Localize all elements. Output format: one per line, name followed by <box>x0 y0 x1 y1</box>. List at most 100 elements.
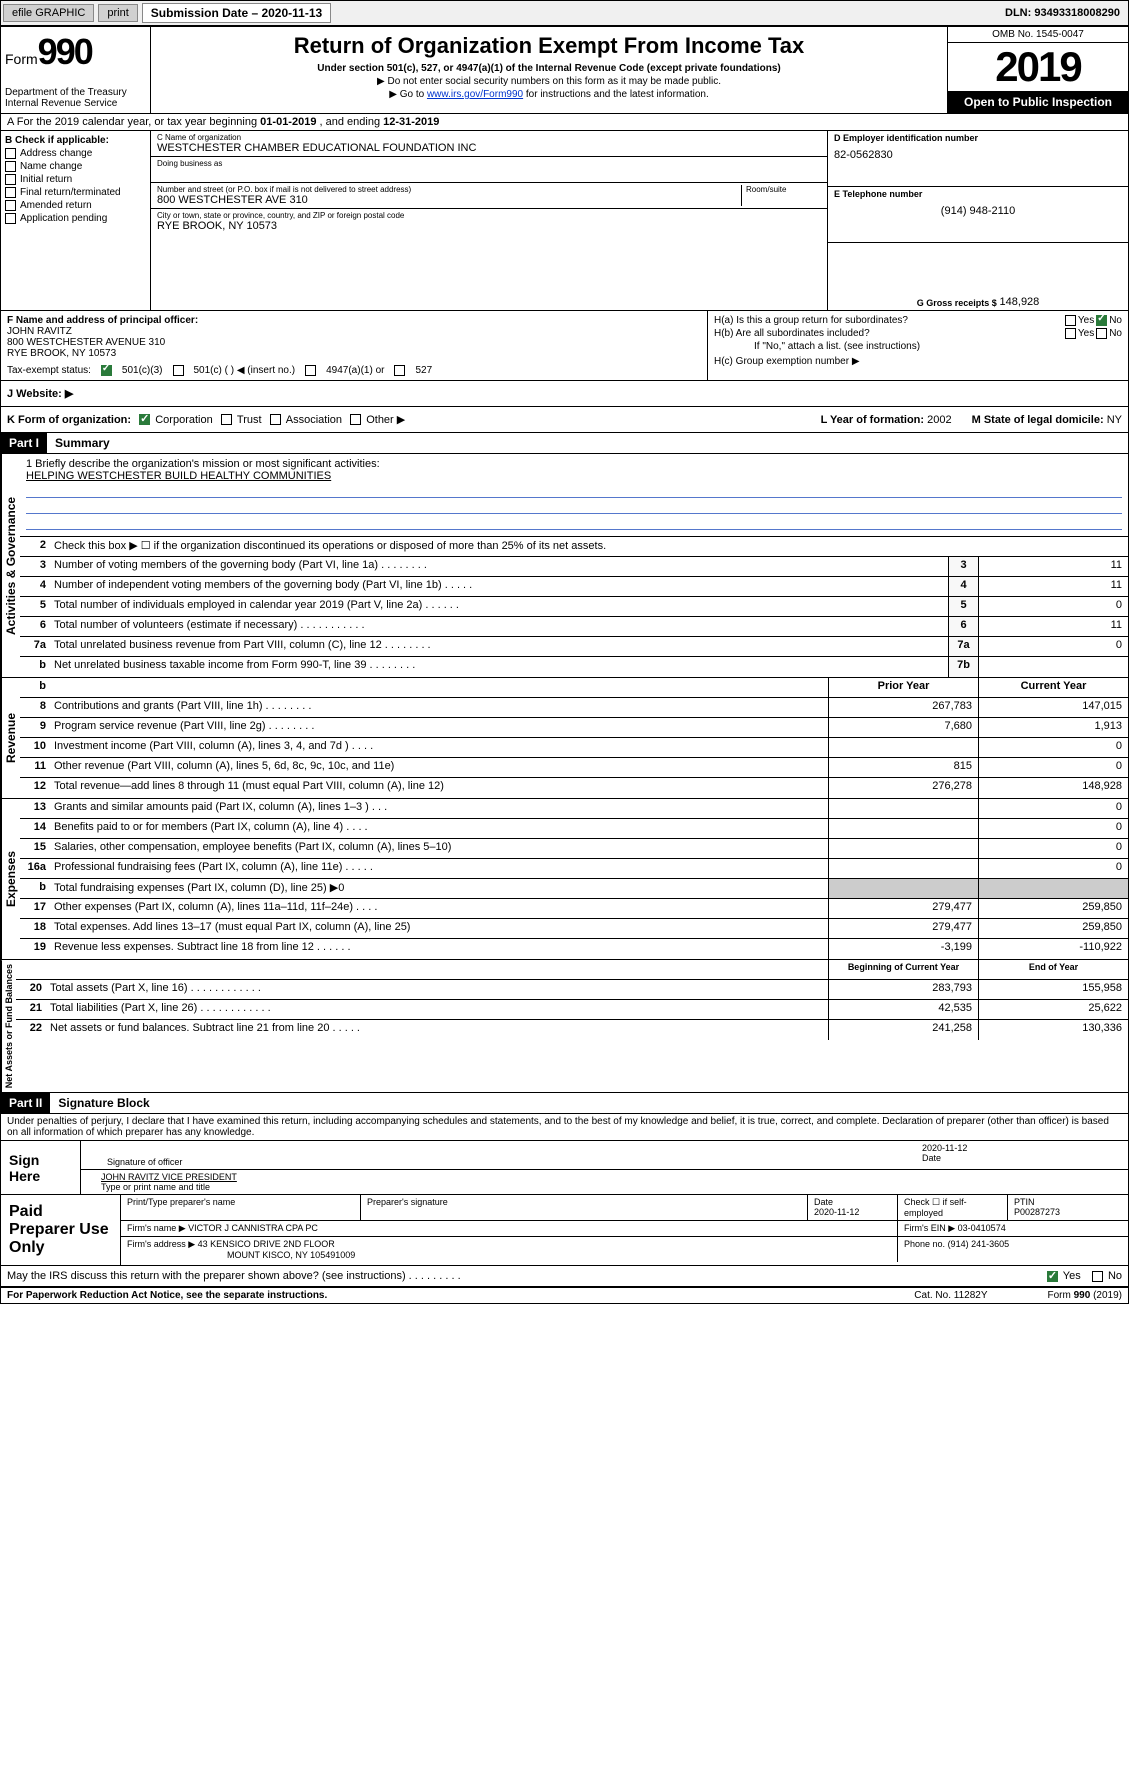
line-4: 4 Number of independent voting members o… <box>20 577 1128 597</box>
chk-app-pending[interactable] <box>5 213 16 224</box>
line-16a-prior <box>828 859 978 878</box>
line-8-current: 147,015 <box>978 698 1128 717</box>
chk-527[interactable] <box>394 365 405 376</box>
sig-name: JOHN RAVITZ VICE PRESIDENT <box>101 1172 237 1182</box>
end-year-header: End of Year <box>978 960 1128 979</box>
ha-label: H(a) Is this a group return for subordin… <box>714 315 1063 326</box>
line-2: 2 Check this box ▶ ☐ if the organization… <box>20 537 1128 557</box>
chk-initial-return[interactable] <box>5 174 16 185</box>
governance-label: Activities & Governance <box>1 454 20 677</box>
firm-phone: (914) 241-3605 <box>948 1239 1010 1249</box>
form-footer: Form 990 (2019) <box>1048 1290 1123 1301</box>
sign-here-label: Sign Here <box>1 1141 81 1194</box>
website-row: J Website: ▶ <box>1 381 1128 407</box>
line-16a: 16a Professional fundraising fees (Part … <box>20 859 1128 879</box>
part-ii-header: Part II <box>1 1093 50 1113</box>
form-subtitle: Under section 501(c), 527, or 4947(a)(1)… <box>155 63 943 74</box>
chk-4947[interactable] <box>305 365 316 376</box>
line-17-current: 259,850 <box>978 899 1128 918</box>
line-9: 9 Program service revenue (Part VIII, li… <box>20 718 1128 738</box>
ha-yes[interactable] <box>1065 315 1076 326</box>
ha-no[interactable] <box>1096 315 1107 326</box>
prep-date-label: Date <box>814 1197 891 1207</box>
line-12-current: 148,928 <box>978 778 1128 798</box>
chk-final-return[interactable] <box>5 187 16 198</box>
chk-501c[interactable] <box>173 365 184 376</box>
open-inspection: Open to Public Inspection <box>948 91 1128 113</box>
org-name: WESTCHESTER CHAMBER EDUCATIONAL FOUNDATI… <box>157 142 821 154</box>
chk-address-change[interactable] <box>5 148 16 159</box>
period-row: A For the 2019 calendar year, or tax yea… <box>1 114 1128 131</box>
line-17: 17 Other expenses (Part IX, column (A), … <box>20 899 1128 919</box>
sig-date-label: Date <box>922 1153 1122 1163</box>
firm-ein: 03-0410574 <box>958 1223 1006 1233</box>
hb-yes[interactable] <box>1065 328 1076 339</box>
hc-label: H(c) Group exemption number ▶ <box>714 356 1122 367</box>
line-18-prior: 279,477 <box>828 919 978 938</box>
mission-question: 1 Briefly describe the organization's mi… <box>26 458 1122 470</box>
tax-year: 2019 <box>948 43 1128 91</box>
line-8-prior: 267,783 <box>828 698 978 717</box>
city-state-zip: RYE BROOK, NY 10573 <box>157 220 821 232</box>
line-18: 18 Total expenses. Add lines 13–17 (must… <box>20 919 1128 939</box>
chk-501c3[interactable] <box>101 365 112 376</box>
box-b-title: B Check if applicable: <box>5 135 146 146</box>
line-11-current: 0 <box>978 758 1128 777</box>
print-button[interactable]: print <box>98 4 137 22</box>
line-9-prior: 7,680 <box>828 718 978 737</box>
line-5: 5 Total number of individuals employed i… <box>20 597 1128 617</box>
domicile-label: M State of legal domicile: <box>972 414 1104 426</box>
line-20-current: 155,958 <box>978 980 1128 999</box>
line-7a: 7a Total unrelated business revenue from… <box>20 637 1128 657</box>
line-6: 6 Total number of volunteers (estimate i… <box>20 617 1128 637</box>
current-year-header: Current Year <box>978 678 1128 697</box>
firm-ein-label: Firm's EIN ▶ <box>904 1223 955 1233</box>
line-3: 3 Number of voting members of the govern… <box>20 557 1128 577</box>
hb-note: If "No," attach a list. (see instruction… <box>714 341 1122 352</box>
discuss-yes[interactable] <box>1047 1271 1058 1282</box>
department: Department of the Treasury Internal Reve… <box>5 87 146 109</box>
line-10-current: 0 <box>978 738 1128 757</box>
phone-value: (914) 948-2110 <box>834 205 1122 217</box>
chk-trust[interactable] <box>221 414 232 425</box>
note-ssn: ▶ Do not enter social security numbers o… <box>155 76 943 87</box>
prep-self-emp-label: Check ☐ if self-employed <box>904 1197 1001 1218</box>
chk-assoc[interactable] <box>270 414 281 425</box>
col-b-spacer: b <box>20 678 50 697</box>
street-address: 800 WESTCHESTER AVE 310 <box>157 194 741 206</box>
line-15: 15 Salaries, other compensation, employe… <box>20 839 1128 859</box>
line-3-value: 11 <box>978 557 1128 576</box>
firm-name: VICTOR J CANNISTRA CPA PC <box>188 1223 318 1233</box>
officer-label: F Name and address of principal officer: <box>7 315 701 326</box>
chk-name-change[interactable] <box>5 161 16 172</box>
website-label: J Website: ▶ <box>7 387 73 400</box>
chk-amended[interactable] <box>5 200 16 211</box>
period-begin: 01-01-2019 <box>260 116 316 128</box>
efile-button[interactable]: efile GRAPHIC <box>3 4 94 22</box>
line-4-value: 11 <box>978 577 1128 596</box>
penalties-text: Under penalties of perjury, I declare th… <box>1 1114 1128 1141</box>
box-b: B Check if applicable: Address change Na… <box>1 131 151 310</box>
line-19-current: -110,922 <box>978 939 1128 959</box>
org-name-label: C Name of organization <box>157 133 821 142</box>
line-20: 20 Total assets (Part X, line 16) . . . … <box>16 980 1128 1000</box>
line-21-prior: 42,535 <box>828 1000 978 1019</box>
chk-other[interactable] <box>350 414 361 425</box>
irs-link[interactable]: www.irs.gov/Form990 <box>427 89 523 100</box>
submission-date: Submission Date – 2020-11-13 <box>142 3 331 23</box>
part-i-header: Part I <box>1 433 47 453</box>
omb-number: OMB No. 1545-0047 <box>948 27 1128 43</box>
line-12-prior: 276,278 <box>828 778 978 798</box>
line-16a-current: 0 <box>978 859 1128 878</box>
chk-corp[interactable] <box>139 414 150 425</box>
officer-addr1: 800 WESTCHESTER AVENUE 310 <box>7 337 701 348</box>
firm-addr-label: Firm's address ▶ <box>127 1239 195 1249</box>
period-end: 12-31-2019 <box>383 116 439 128</box>
city-label: City or town, state or province, country… <box>157 211 821 220</box>
dba-label: Doing business as <box>157 159 821 168</box>
hb-label: H(b) Are all subordinates included? <box>714 328 1063 339</box>
hb-no[interactable] <box>1096 328 1107 339</box>
discuss-no[interactable] <box>1092 1271 1103 1282</box>
ein-label: D Employer identification number <box>834 133 1122 143</box>
form-title: Return of Organization Exempt From Incom… <box>155 33 943 59</box>
